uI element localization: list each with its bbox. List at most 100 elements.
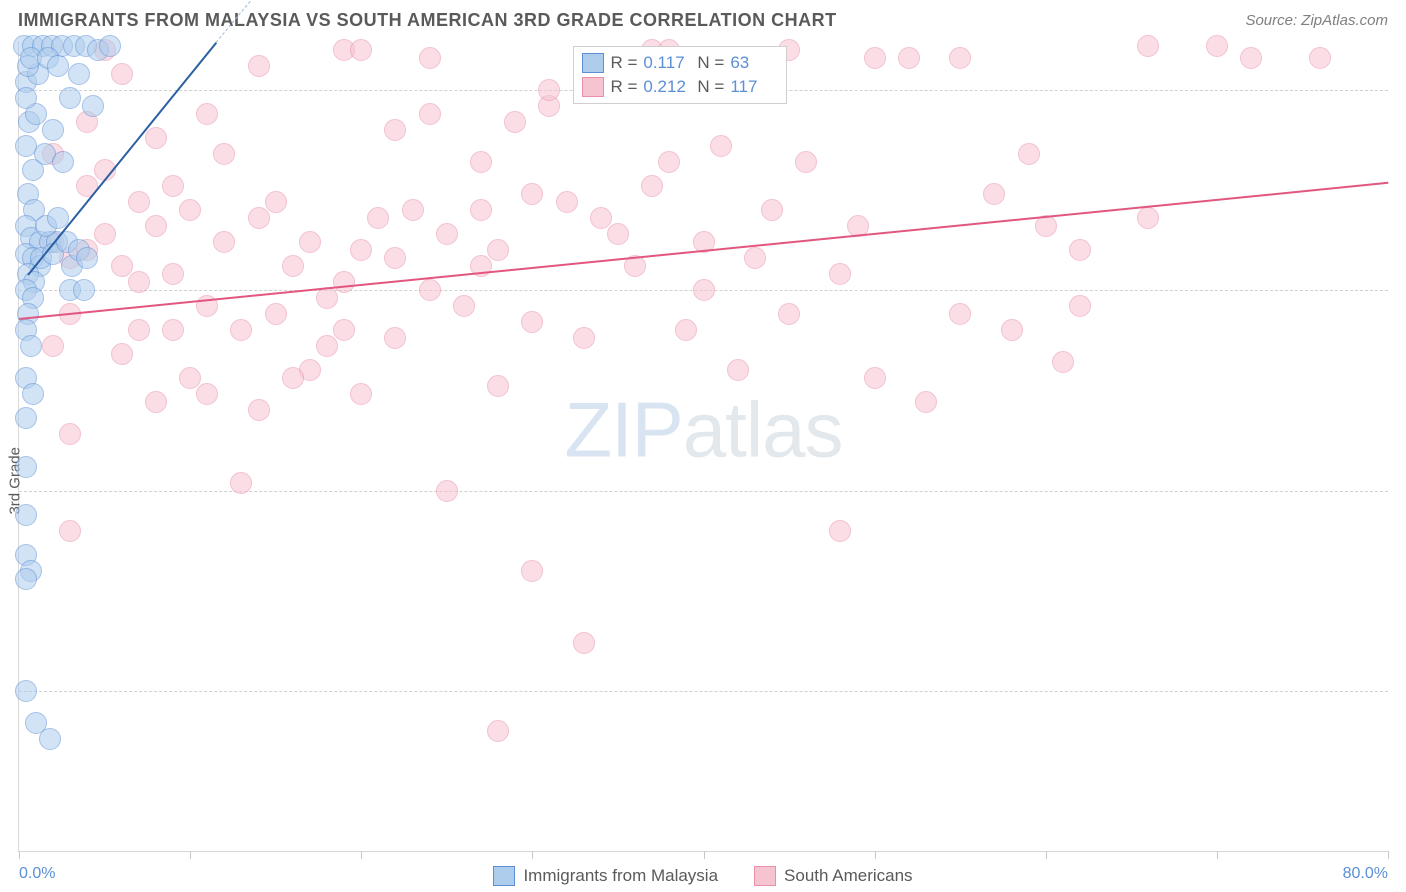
data-point (402, 199, 424, 221)
data-point (59, 423, 81, 445)
data-point (573, 632, 595, 654)
data-point (162, 175, 184, 197)
data-point (710, 135, 732, 157)
legend-swatch (582, 77, 604, 97)
data-point (52, 151, 74, 173)
data-point (727, 359, 749, 381)
stat-r-label: R = (610, 77, 637, 97)
data-point (521, 311, 543, 333)
data-point (145, 127, 167, 149)
data-point (47, 55, 69, 77)
data-point (128, 319, 150, 341)
data-point (453, 295, 475, 317)
data-point (94, 223, 116, 245)
data-point (590, 207, 612, 229)
data-point (162, 319, 184, 341)
data-point (82, 95, 104, 117)
data-point (196, 383, 218, 405)
data-point (384, 119, 406, 141)
data-point (744, 247, 766, 269)
stat-n-value: 117 (730, 77, 778, 97)
data-point (39, 728, 61, 750)
data-point (419, 279, 441, 301)
data-point (128, 271, 150, 293)
y-tick-label: 95.0% (1398, 482, 1406, 500)
legend-label: South Americans (784, 866, 913, 886)
data-point (15, 504, 37, 526)
data-point (419, 103, 441, 125)
legend-label: Immigrants from Malaysia (523, 866, 718, 886)
data-point (316, 287, 338, 309)
data-point (196, 103, 218, 125)
data-point (1001, 319, 1023, 341)
data-point (128, 191, 150, 213)
data-point (504, 111, 526, 133)
data-point (795, 151, 817, 173)
legend-swatch (582, 53, 604, 73)
stat-r-value: 0.117 (643, 53, 691, 73)
data-point (898, 47, 920, 69)
data-point (111, 343, 133, 365)
data-point (915, 391, 937, 413)
data-point (15, 456, 37, 478)
data-point (230, 472, 252, 494)
data-point (1069, 295, 1091, 317)
data-point (419, 47, 441, 69)
legend-item: South Americans (754, 866, 913, 886)
legend-stats-box: R =0.117N =63R =0.212N =117 (573, 46, 787, 104)
stat-n-label: N = (697, 77, 724, 97)
legend-swatch (493, 866, 515, 886)
data-point (675, 319, 697, 341)
legend-swatch (754, 866, 776, 886)
x-tick (19, 851, 20, 859)
x-tick (361, 851, 362, 859)
data-point (145, 391, 167, 413)
legend-item: Immigrants from Malaysia (493, 866, 718, 886)
data-point (658, 151, 680, 173)
data-point (1137, 35, 1159, 57)
data-point (521, 560, 543, 582)
data-point (316, 335, 338, 357)
gridline (19, 491, 1388, 492)
data-point (761, 199, 783, 221)
data-point (179, 199, 201, 221)
data-point (829, 520, 851, 542)
data-point (521, 183, 543, 205)
data-point (487, 239, 509, 261)
bottom-legend: Immigrants from Malaysia South Americans (0, 866, 1406, 886)
data-point (20, 335, 42, 357)
x-tick (190, 851, 191, 859)
chart-area: 3rd Grade ZIPatlas R =0.117N =63R =0.212… (18, 42, 1388, 852)
data-point (1069, 239, 1091, 261)
data-point (384, 327, 406, 349)
stat-r-value: 0.212 (643, 77, 691, 97)
legend-stat-row: R =0.117N =63 (582, 51, 778, 75)
data-point (367, 207, 389, 229)
data-point (230, 319, 252, 341)
data-point (436, 223, 458, 245)
stat-r-label: R = (610, 53, 637, 73)
data-point (42, 119, 64, 141)
data-point (248, 207, 270, 229)
stat-n-value: 63 (730, 53, 778, 73)
data-point (15, 87, 37, 109)
y-tick-label: 97.5% (1398, 281, 1406, 299)
chart-title: IMMIGRANTS FROM MALAYSIA VS SOUTH AMERIC… (18, 10, 837, 31)
data-point (333, 271, 355, 293)
data-point (864, 47, 886, 69)
data-point (68, 63, 90, 85)
x-tick (1388, 851, 1389, 859)
data-point (42, 335, 64, 357)
data-point (538, 79, 560, 101)
data-point (556, 191, 578, 213)
data-point (1137, 207, 1159, 229)
data-point (470, 199, 492, 221)
data-point (829, 263, 851, 285)
data-point (350, 383, 372, 405)
data-point (59, 520, 81, 542)
data-point (384, 247, 406, 269)
data-point (983, 183, 1005, 205)
data-point (265, 191, 287, 213)
data-point (1206, 35, 1228, 57)
data-point (76, 247, 98, 269)
